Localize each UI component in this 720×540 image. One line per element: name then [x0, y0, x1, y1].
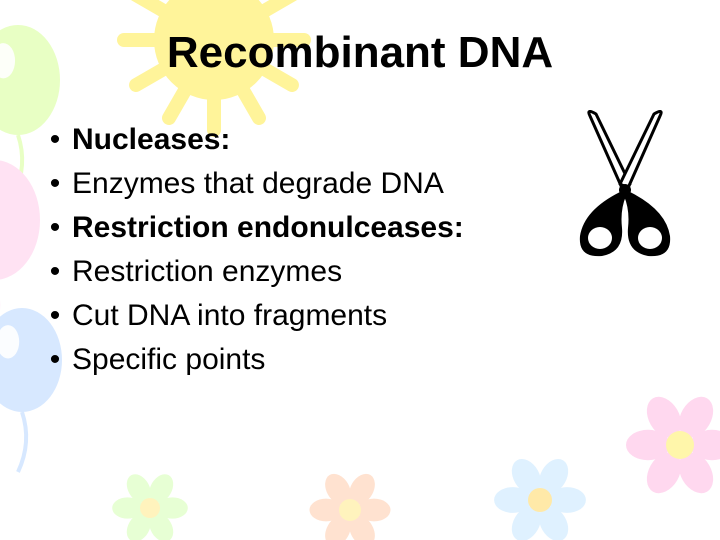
bullet-text: Restriction enzymes: [72, 250, 342, 294]
bullet-text: Cut DNA into fragments: [72, 294, 387, 338]
bullet-item: •Enzymes that degrade DNA: [38, 162, 464, 206]
bullet-item: •Cut DNA into fragments: [38, 294, 464, 338]
bullet-text: Nucleases:: [72, 118, 230, 162]
bullet-dot-icon: •: [38, 294, 72, 338]
bullet-dot-icon: •: [38, 162, 72, 206]
bullet-dot-icon: •: [38, 250, 72, 294]
bullet-item: •Specific points: [38, 338, 464, 382]
bullet-dot-icon: •: [38, 338, 72, 382]
bullet-item: •Restriction endonulceases:: [38, 206, 464, 250]
bullet-dot-icon: •: [38, 118, 72, 162]
scissors-icon: [560, 110, 690, 260]
bullet-text: Enzymes that degrade DNA: [72, 162, 444, 206]
bullet-dot-icon: •: [38, 206, 72, 250]
bullet-text: Restriction endonulceases:: [72, 206, 464, 250]
bullet-item: •Restriction enzymes: [38, 250, 464, 294]
bullet-list: •Nucleases:•Enzymes that degrade DNA•Res…: [38, 118, 464, 382]
bullet-item: •Nucleases:: [38, 118, 464, 162]
slide-title: Recombinant DNA: [0, 28, 720, 78]
bullet-text: Specific points: [72, 338, 265, 382]
